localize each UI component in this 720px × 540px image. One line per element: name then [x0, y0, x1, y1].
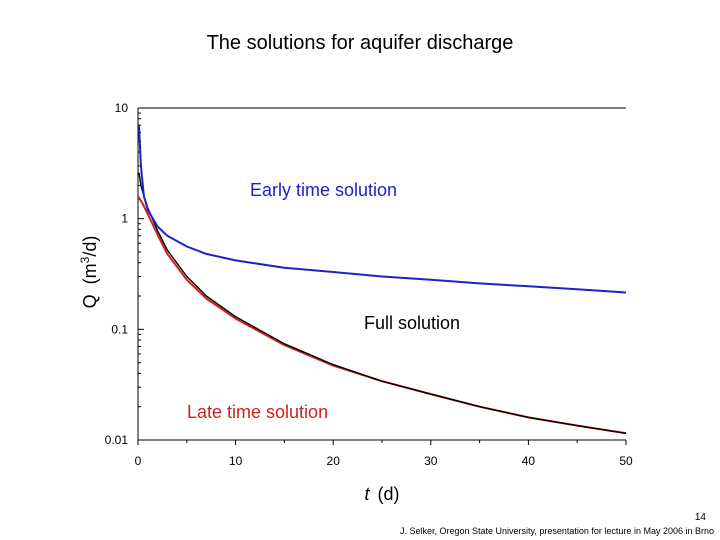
y-tick-label: 0.01 [105, 433, 129, 447]
page-number: 14 [694, 512, 706, 523]
y-tick-label: 10 [115, 101, 129, 115]
early-time-solution-curve [138, 125, 627, 294]
x-tick-label: 10 [229, 454, 243, 468]
annotation-early-time: Early time solution [250, 180, 398, 200]
y-axis-unit-base: (m [80, 263, 100, 284]
y-axis-symbol: Q [80, 294, 100, 308]
credit-line: J. Selker, Oregon State University, pres… [400, 526, 714, 536]
slide-title: The solutions for aquifer discharge [206, 32, 514, 54]
y-tick-label: 1 [121, 212, 128, 226]
x-tick-label: 0 [135, 454, 142, 468]
x-axis-unit: (d) [378, 484, 400, 504]
x-axis-symbol: t [364, 484, 370, 504]
y-axis-unit-tail: /d) [80, 236, 100, 257]
y-axis-label: Q (m3/d) [78, 236, 100, 309]
x-axis-label: t (d) [364, 484, 399, 504]
annotation-full-solution: Full solution [364, 313, 461, 333]
annotation-late-time: Late time solution [187, 402, 329, 422]
x-tick-label: 20 [327, 454, 341, 468]
x-tick-label: 40 [522, 454, 536, 468]
x-tick-label: 50 [619, 454, 633, 468]
y-tick-label: 0.1 [111, 322, 128, 336]
y-axis-unit-sup: 3 [78, 256, 92, 263]
x-tick-label: 30 [424, 454, 438, 468]
